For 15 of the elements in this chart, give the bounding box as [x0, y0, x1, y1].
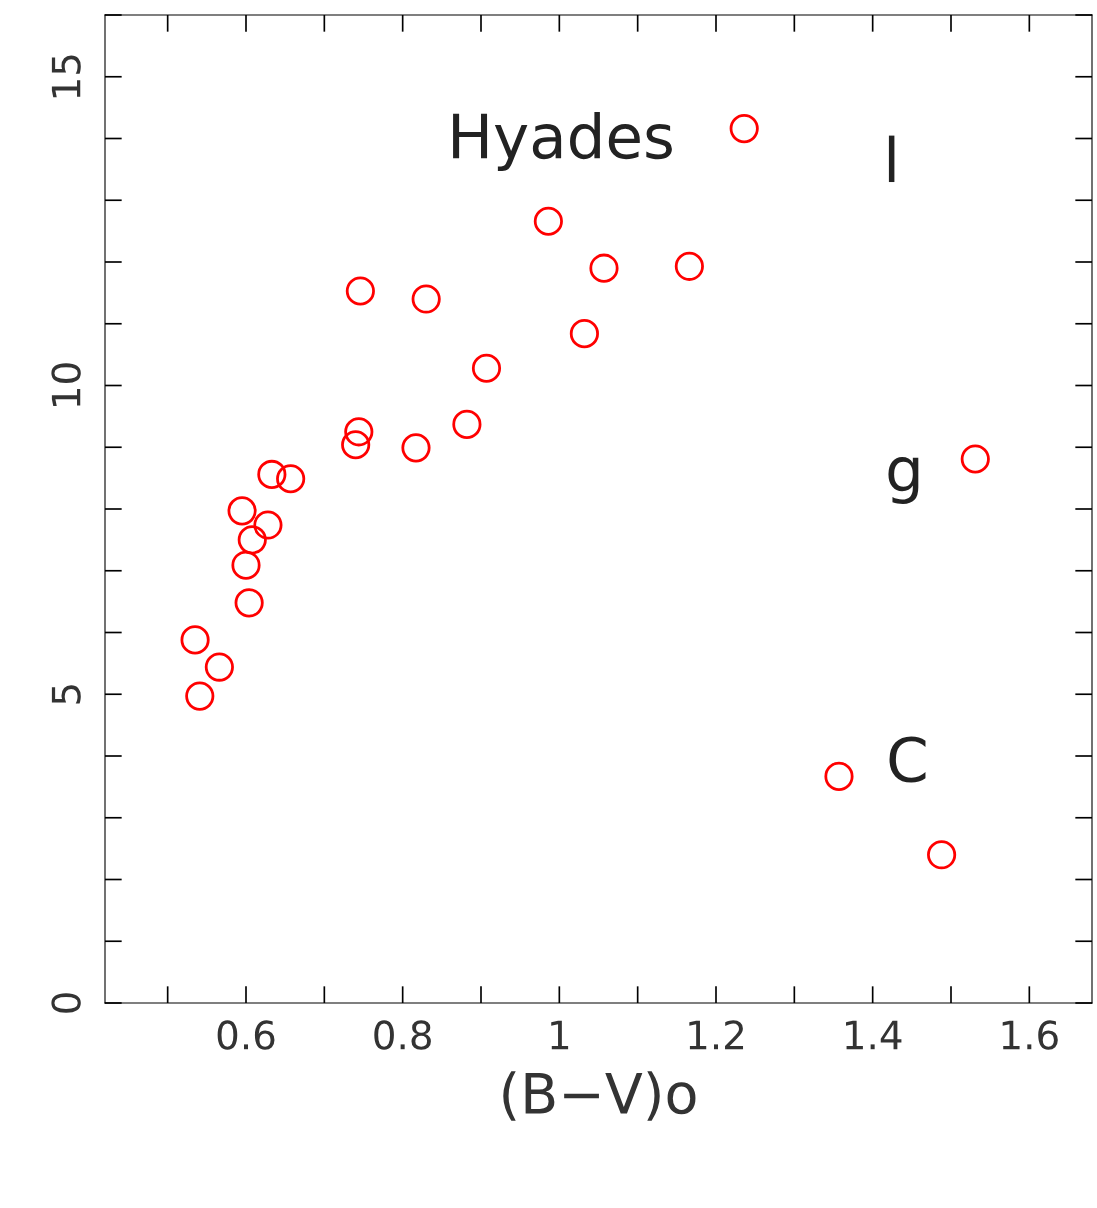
x-tick-label: 1.4	[846, 1020, 902, 1050]
x-tick-label: 1.2	[689, 1020, 744, 1050]
annotation: l	[888, 135, 895, 183]
x-tick-label: 0.8	[374, 1020, 431, 1050]
y-tick-label: 5	[51, 685, 81, 704]
annotation: Hyades	[453, 111, 672, 172]
y-tick-label: 10	[51, 363, 81, 406]
x-tick-label: 0.6	[217, 1020, 275, 1050]
x-axis-title: (B−V)o	[503, 1071, 696, 1121]
x-tick-label: 1.6	[1002, 1020, 1058, 1050]
annotation: C	[889, 736, 926, 783]
annotation: g	[888, 457, 919, 504]
y-tick-label: 0	[51, 993, 81, 1013]
x-tick-label: 1	[551, 1020, 569, 1050]
y-tick-label: 15	[51, 55, 81, 98]
